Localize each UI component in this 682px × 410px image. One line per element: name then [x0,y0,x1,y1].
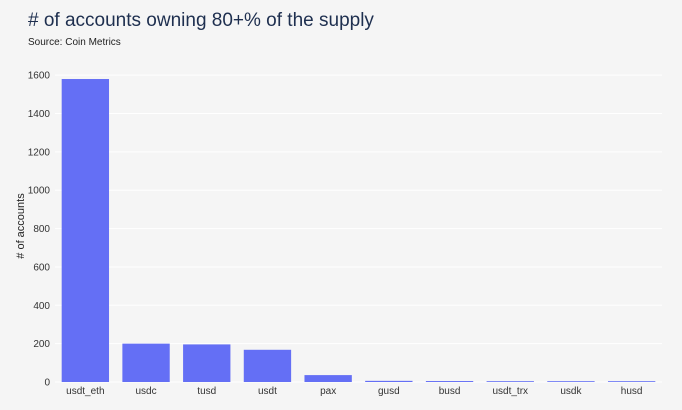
y-axis-title: # of accounts [15,193,27,259]
x-tick-label: tusd [197,386,216,397]
bar-usdt_eth [61,79,110,382]
y-axis-ticks: 0 200 400 600 800 1000 1200 1400 1600 [28,71,51,389]
x-tick-label: usdk [560,386,582,397]
y-tick-label: 800 [33,224,50,235]
bar-usdk [547,381,595,382]
x-tick-label: usdt [258,386,277,397]
bar-pax [304,375,352,382]
y-tick-label: 1400 [28,109,51,120]
bar-usdt [243,349,292,382]
grid-lines [55,74,662,383]
bar-usdt_trx [486,381,534,382]
x-tick-label: usdc [135,386,156,397]
x-tick-label: usdt_trx [492,386,528,397]
x-tick-label: pax [320,386,336,397]
x-tick-label: usdt_eth [66,386,104,397]
bar-usdc [122,343,170,382]
bar-husd [607,381,656,382]
bars [61,79,656,382]
x-tick-label: busd [439,386,461,397]
y-tick-label: 0 [44,378,50,389]
bar-busd [425,381,474,382]
y-tick-label: 1200 [28,147,51,158]
bar-tusd [183,344,231,382]
chart-title: # of accounts owning 80+% of the supply [28,10,374,31]
x-tick-label: husd [621,386,643,397]
x-tick-label: gusd [378,386,400,397]
x-axis-ticks: usdt_eth usdc tusd usdt pax gusd busd usdt_trx u… [66,386,642,397]
y-tick-label: 400 [33,301,50,312]
chart-subtitle: Source: Coin Metrics [28,37,121,48]
y-tick-label: 600 [33,262,50,273]
bar-gusd [365,380,413,382]
y-tick-label: 200 [33,339,50,350]
y-tick-label: 1600 [28,71,51,82]
y-tick-label: 1000 [28,186,51,197]
